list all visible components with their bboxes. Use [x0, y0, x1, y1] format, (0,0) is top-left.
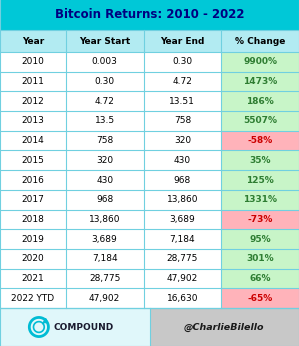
FancyBboxPatch shape	[0, 30, 299, 52]
FancyBboxPatch shape	[221, 72, 299, 91]
Text: 2016: 2016	[22, 175, 44, 184]
Text: 2022 YTD: 2022 YTD	[11, 294, 54, 303]
FancyBboxPatch shape	[221, 170, 299, 190]
Text: 430: 430	[174, 156, 191, 165]
FancyBboxPatch shape	[221, 249, 299, 268]
Text: 2019: 2019	[22, 235, 44, 244]
FancyBboxPatch shape	[0, 229, 299, 249]
Text: Year Start: Year Start	[79, 36, 130, 46]
Text: 2014: 2014	[22, 136, 44, 145]
Text: -65%: -65%	[248, 294, 273, 303]
Text: 5507%: 5507%	[243, 116, 277, 125]
FancyBboxPatch shape	[0, 190, 299, 210]
Text: Year: Year	[22, 36, 44, 46]
Text: 47,902: 47,902	[167, 274, 198, 283]
Text: 1331%: 1331%	[243, 195, 277, 204]
Text: 2021: 2021	[22, 274, 44, 283]
Text: % Change: % Change	[235, 36, 285, 46]
Text: 35%: 35%	[249, 156, 271, 165]
Text: -73%: -73%	[248, 215, 273, 224]
Text: 320: 320	[96, 156, 113, 165]
FancyBboxPatch shape	[0, 288, 299, 308]
Text: 758: 758	[96, 136, 113, 145]
FancyBboxPatch shape	[0, 131, 299, 151]
Text: 301%: 301%	[246, 254, 274, 263]
FancyBboxPatch shape	[221, 288, 299, 308]
FancyBboxPatch shape	[221, 210, 299, 229]
Text: 7,184: 7,184	[92, 254, 118, 263]
FancyBboxPatch shape	[0, 151, 299, 170]
FancyBboxPatch shape	[221, 268, 299, 288]
Text: 47,902: 47,902	[89, 294, 120, 303]
FancyBboxPatch shape	[150, 308, 299, 346]
Text: 968: 968	[96, 195, 113, 204]
Text: 13,860: 13,860	[89, 215, 120, 224]
Text: COMPOUND: COMPOUND	[54, 322, 114, 331]
Text: 9900%: 9900%	[243, 57, 277, 66]
Text: 2013: 2013	[22, 116, 44, 125]
Text: 2010: 2010	[22, 57, 44, 66]
Text: 2011: 2011	[22, 77, 44, 86]
FancyBboxPatch shape	[0, 111, 299, 131]
Text: 7,184: 7,184	[170, 235, 195, 244]
FancyBboxPatch shape	[0, 72, 299, 91]
FancyBboxPatch shape	[0, 268, 299, 288]
Text: 2012: 2012	[22, 97, 44, 106]
FancyBboxPatch shape	[0, 52, 299, 72]
Text: 66%: 66%	[249, 274, 271, 283]
Text: 4.72: 4.72	[173, 77, 192, 86]
Text: 968: 968	[174, 175, 191, 184]
Text: 13.51: 13.51	[170, 97, 195, 106]
FancyBboxPatch shape	[0, 91, 299, 111]
Text: 2018: 2018	[22, 215, 44, 224]
Text: 16,630: 16,630	[167, 294, 198, 303]
Text: 3,689: 3,689	[92, 235, 118, 244]
Text: Year End: Year End	[160, 36, 205, 46]
Text: 320: 320	[174, 136, 191, 145]
FancyBboxPatch shape	[221, 111, 299, 131]
Text: 4.72: 4.72	[95, 97, 115, 106]
FancyBboxPatch shape	[221, 52, 299, 72]
Text: @CharlieBilello: @CharlieBilello	[184, 322, 265, 331]
Text: 13.5: 13.5	[94, 116, 115, 125]
Text: 0.30: 0.30	[172, 57, 193, 66]
Text: 2020: 2020	[22, 254, 44, 263]
FancyBboxPatch shape	[221, 131, 299, 151]
Text: 758: 758	[174, 116, 191, 125]
Text: 1473%: 1473%	[243, 77, 277, 86]
Text: 13,860: 13,860	[167, 195, 198, 204]
Text: 0.30: 0.30	[94, 77, 115, 86]
FancyBboxPatch shape	[0, 170, 299, 190]
Text: 2017: 2017	[22, 195, 44, 204]
FancyBboxPatch shape	[221, 151, 299, 170]
Text: 125%: 125%	[246, 175, 274, 184]
Text: 28,775: 28,775	[167, 254, 198, 263]
Text: 0.003: 0.003	[92, 57, 118, 66]
Text: 95%: 95%	[249, 235, 271, 244]
FancyBboxPatch shape	[221, 91, 299, 111]
FancyBboxPatch shape	[0, 210, 299, 229]
Text: 2015: 2015	[22, 156, 44, 165]
Text: 28,775: 28,775	[89, 274, 120, 283]
Text: -58%: -58%	[248, 136, 273, 145]
Text: Bitcoin Returns: 2010 - 2022: Bitcoin Returns: 2010 - 2022	[55, 9, 244, 21]
FancyBboxPatch shape	[221, 190, 299, 210]
FancyBboxPatch shape	[0, 249, 299, 268]
Text: 430: 430	[96, 175, 113, 184]
Text: 3,689: 3,689	[170, 215, 195, 224]
FancyBboxPatch shape	[221, 229, 299, 249]
FancyBboxPatch shape	[0, 308, 150, 346]
FancyBboxPatch shape	[0, 0, 299, 30]
Text: 186%: 186%	[246, 97, 274, 106]
